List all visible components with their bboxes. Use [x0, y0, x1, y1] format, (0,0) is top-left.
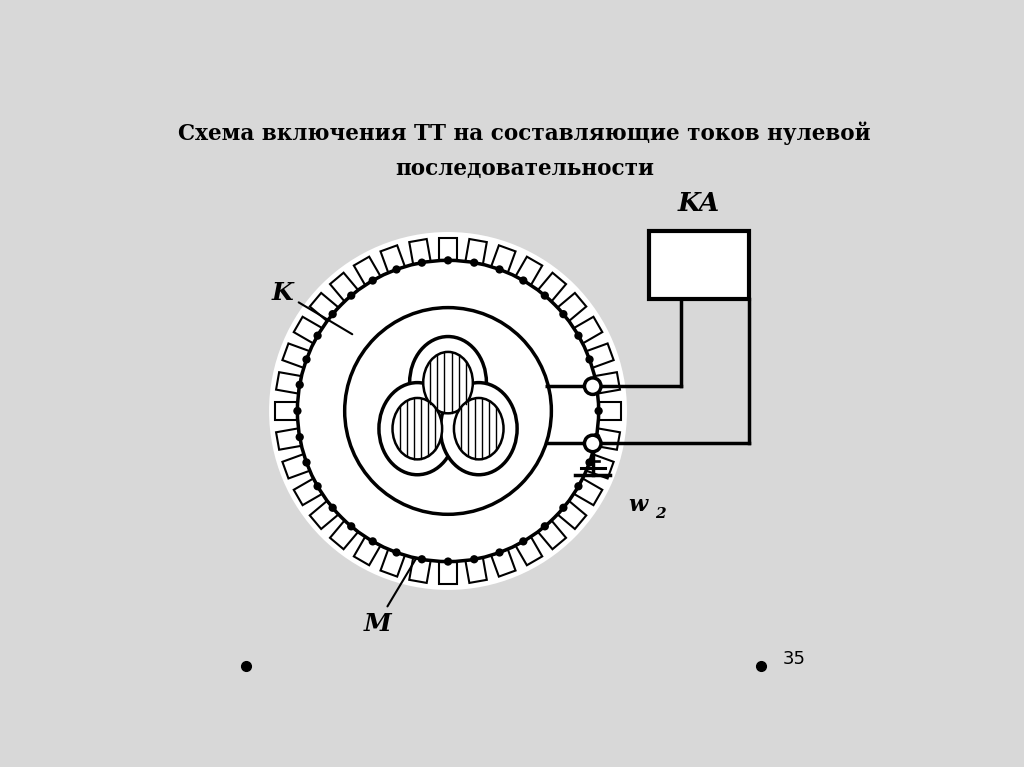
Polygon shape — [354, 537, 380, 565]
Polygon shape — [538, 273, 566, 301]
Text: M: M — [364, 558, 417, 636]
Polygon shape — [492, 549, 515, 577]
Polygon shape — [276, 372, 301, 393]
Polygon shape — [574, 317, 602, 344]
Polygon shape — [294, 479, 322, 505]
Text: Схема включения ТТ на составляющие токов нулевой: Схема включения ТТ на составляющие токов… — [178, 122, 871, 145]
Circle shape — [574, 331, 583, 340]
Circle shape — [329, 504, 337, 512]
Circle shape — [296, 380, 304, 389]
Circle shape — [369, 537, 377, 545]
Ellipse shape — [410, 337, 486, 429]
Polygon shape — [283, 454, 309, 479]
Text: 2: 2 — [654, 507, 666, 522]
Polygon shape — [492, 245, 515, 272]
Circle shape — [592, 433, 600, 441]
Polygon shape — [466, 558, 486, 583]
Polygon shape — [410, 558, 431, 583]
Circle shape — [347, 522, 355, 531]
Polygon shape — [466, 239, 486, 264]
Polygon shape — [294, 317, 322, 344]
Circle shape — [559, 504, 567, 512]
Text: последовательности: последовательности — [395, 158, 654, 179]
Ellipse shape — [454, 398, 504, 459]
Circle shape — [470, 555, 478, 564]
Circle shape — [418, 555, 426, 564]
Polygon shape — [516, 537, 543, 565]
Circle shape — [586, 459, 594, 466]
Ellipse shape — [392, 398, 442, 459]
Circle shape — [302, 355, 310, 364]
Circle shape — [585, 378, 601, 394]
Polygon shape — [516, 257, 543, 285]
Polygon shape — [558, 293, 587, 321]
Circle shape — [496, 265, 504, 274]
Bar — [649, 231, 750, 298]
Polygon shape — [595, 429, 620, 449]
Ellipse shape — [423, 352, 473, 413]
Polygon shape — [381, 245, 404, 272]
Polygon shape — [599, 402, 622, 420]
Polygon shape — [381, 549, 404, 577]
Circle shape — [470, 258, 478, 267]
Circle shape — [559, 310, 567, 318]
Circle shape — [541, 291, 549, 300]
Circle shape — [392, 548, 400, 557]
Circle shape — [592, 380, 600, 389]
Polygon shape — [574, 479, 602, 505]
Polygon shape — [283, 344, 309, 367]
Circle shape — [586, 355, 594, 364]
Text: 35: 35 — [782, 650, 805, 669]
Circle shape — [269, 232, 627, 590]
Polygon shape — [354, 257, 380, 285]
Text: w: w — [628, 495, 647, 516]
Polygon shape — [310, 293, 338, 321]
Ellipse shape — [440, 383, 517, 475]
Circle shape — [296, 433, 304, 441]
Polygon shape — [587, 344, 613, 367]
Polygon shape — [595, 372, 620, 393]
Polygon shape — [538, 521, 566, 549]
Circle shape — [519, 276, 527, 285]
Circle shape — [313, 482, 322, 490]
Circle shape — [369, 276, 377, 285]
Circle shape — [541, 522, 549, 531]
Polygon shape — [410, 239, 431, 264]
Polygon shape — [330, 273, 358, 301]
Polygon shape — [276, 429, 301, 449]
Circle shape — [313, 331, 322, 340]
Polygon shape — [558, 501, 587, 529]
Circle shape — [443, 558, 453, 566]
Circle shape — [585, 435, 601, 452]
Polygon shape — [587, 454, 613, 479]
Polygon shape — [439, 561, 457, 584]
Polygon shape — [310, 501, 338, 529]
Polygon shape — [439, 238, 457, 260]
Circle shape — [418, 258, 426, 267]
Circle shape — [329, 310, 337, 318]
Text: KA: KA — [678, 191, 720, 216]
Circle shape — [347, 291, 355, 300]
Polygon shape — [330, 521, 358, 549]
Circle shape — [595, 407, 603, 415]
Circle shape — [392, 265, 400, 274]
Text: K: K — [271, 281, 352, 334]
Circle shape — [519, 537, 527, 545]
Ellipse shape — [379, 383, 456, 475]
Circle shape — [574, 482, 583, 490]
Circle shape — [302, 459, 310, 466]
Circle shape — [293, 407, 301, 415]
Circle shape — [443, 256, 453, 265]
Polygon shape — [275, 402, 297, 420]
Circle shape — [496, 548, 504, 557]
Circle shape — [345, 308, 551, 515]
